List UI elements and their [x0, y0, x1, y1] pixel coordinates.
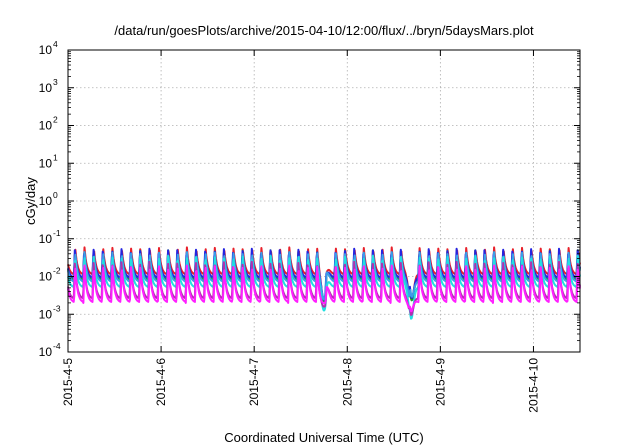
y-tick-label: 10: [39, 232, 53, 246]
y-tick-exponent: 3: [53, 77, 58, 87]
y-tick-base: 10: [39, 43, 53, 57]
y-axis-label: cGy/day: [23, 177, 38, 225]
y-tick-label: 10: [39, 119, 53, 133]
y-tick-label: 10: [39, 345, 53, 359]
series-line-7: [67, 264, 581, 313]
y-tick-exponent: -3: [53, 303, 61, 313]
chart-title: /data/run/goesPlots/archive/2015-04-10/1…: [114, 23, 534, 38]
y-tick-label: 10: [39, 270, 53, 284]
y-tick-label: 10: [39, 156, 53, 170]
y-tick-base: 10: [39, 194, 53, 208]
y-tick-exponent: -2: [53, 266, 61, 276]
x-axis-label: Coordinated Universal Time (UTC): [224, 430, 423, 445]
x-tick-label: 2015-4-5: [61, 358, 75, 406]
y-tick-label: 10: [39, 43, 53, 57]
x-tick-label: 2015-4-6: [154, 358, 168, 406]
y-tick-base: 10: [39, 345, 53, 359]
x-tick-label: 2015-4-9: [433, 358, 447, 406]
y-tick-exponent: -1: [53, 228, 61, 238]
x-tick-label: 2015-4-7: [247, 358, 261, 406]
y-tick-base: 10: [39, 307, 53, 321]
y-tick-base: 10: [39, 270, 53, 284]
y-tick-label: 10: [39, 307, 53, 321]
x-axis: 2015-4-5 2015-4-6 2015-4-7 2015-4-8 2015-4-9…: [61, 50, 540, 413]
y-tick-exponent: -4: [53, 341, 61, 351]
y-tick-label: 10: [39, 81, 53, 95]
y-tick-label: 10: [39, 194, 53, 208]
x-tick-label: 2015-4-8: [340, 358, 354, 406]
y-tick-exponent: 2: [53, 115, 58, 125]
y-tick-exponent: 1: [53, 152, 58, 162]
y-tick-base: 10: [39, 81, 53, 95]
y-tick-exponent: 4: [53, 39, 58, 49]
y-tick-exponent: 0: [53, 190, 58, 200]
y-tick-base: 10: [39, 232, 53, 246]
y-tick-base: 10: [39, 156, 53, 170]
y-tick-base: 10: [39, 119, 53, 133]
x-tick-label: 2015-4-10: [526, 358, 540, 413]
series-layer: [67, 246, 581, 320]
